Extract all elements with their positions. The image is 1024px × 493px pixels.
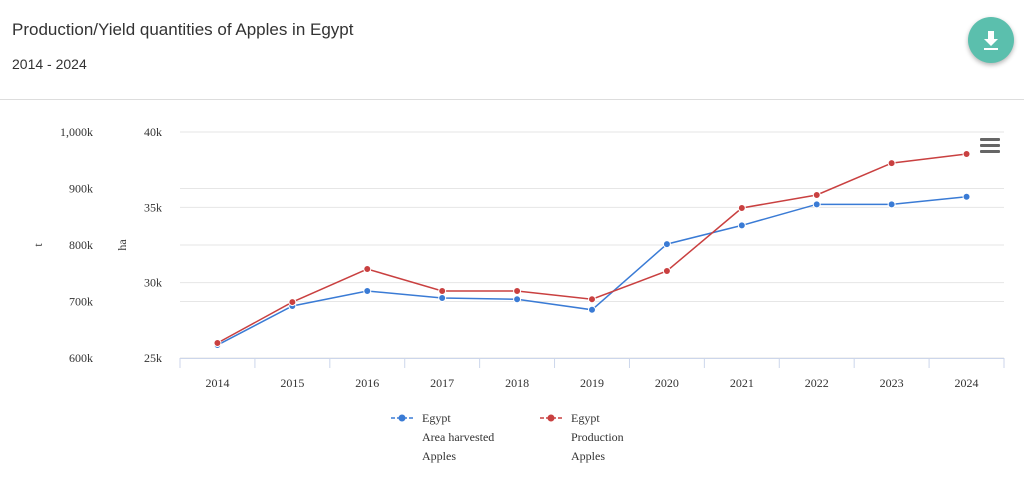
x-axis-tick-label: 2014: [205, 376, 229, 390]
data-point: [213, 339, 222, 348]
chart-title: Production/Yield quantities of Apples in…: [12, 20, 354, 39]
x-axis-tick-label: 2015: [280, 376, 304, 390]
download-icon: [984, 31, 998, 50]
x-axis-tick-label: 2021: [730, 376, 754, 390]
data-point: [438, 294, 447, 303]
data-point: [962, 192, 971, 201]
data-point: [513, 295, 522, 304]
data-point: [737, 221, 746, 230]
data-point: [588, 305, 596, 314]
legend-label: Apples: [571, 449, 605, 463]
t-axis-tick-label: 900k: [69, 182, 93, 196]
legend-label: Egypt: [571, 411, 600, 425]
data-point: [662, 240, 671, 249]
ha-axis-tick-label: 25k: [144, 351, 162, 365]
data-point: [588, 295, 596, 304]
ha-axis-label: ha: [115, 239, 129, 251]
legend-label: Area harvested: [422, 430, 494, 444]
data-point: [812, 190, 821, 199]
legend-label: Apples: [422, 449, 456, 463]
ha-axis-tick-label: 35k: [144, 200, 162, 214]
legend-symbol-marker: [547, 414, 555, 422]
data-point: [288, 298, 297, 307]
data-point: [438, 286, 447, 295]
legend-symbol-marker: [398, 414, 406, 422]
data-point: [737, 203, 746, 212]
x-axis-tick-label: 2020: [655, 376, 679, 390]
x-axis-tick-label: 2022: [805, 376, 829, 390]
data-point: [213, 341, 222, 350]
x-axis-tick-label: 2018: [505, 376, 529, 390]
data-point: [363, 265, 372, 274]
legend-label: Production: [571, 430, 624, 444]
series-line-t: [217, 153, 967, 344]
x-axis-tick-label: 2016: [355, 376, 379, 390]
t-axis-label: t: [31, 243, 45, 247]
data-point: [513, 286, 522, 295]
x-axis-tick-label: 2017: [430, 376, 454, 390]
x-axis-tick-label: 2024: [955, 376, 979, 390]
ha-axis-tick-label: 30k: [144, 276, 162, 290]
data-point: [962, 150, 971, 159]
t-axis-tick-label: 800k: [69, 238, 93, 252]
data-point: [887, 200, 896, 209]
data-point: [363, 286, 372, 295]
t-axis-tick-label: 1,000k: [60, 125, 93, 139]
x-axis-tick-label: 2019: [580, 376, 604, 390]
hamburger-menu-icon[interactable]: [979, 137, 1003, 157]
x-axis-tick-label: 2023: [880, 376, 904, 390]
data-point: [812, 200, 821, 209]
download-button[interactable]: [968, 17, 1014, 63]
data-point: [887, 159, 896, 168]
divider: [0, 99, 1024, 100]
chart-subtitle: 2014 - 2024: [12, 56, 87, 72]
series-line-ha: [217, 196, 967, 346]
legend-label: Egypt: [422, 411, 451, 425]
t-axis-tick-label: 600k: [69, 351, 93, 365]
data-point: [288, 302, 297, 311]
t-axis-tick-label: 700k: [69, 295, 93, 309]
data-point: [662, 266, 671, 275]
ha-axis-tick-label: 40k: [144, 125, 162, 139]
